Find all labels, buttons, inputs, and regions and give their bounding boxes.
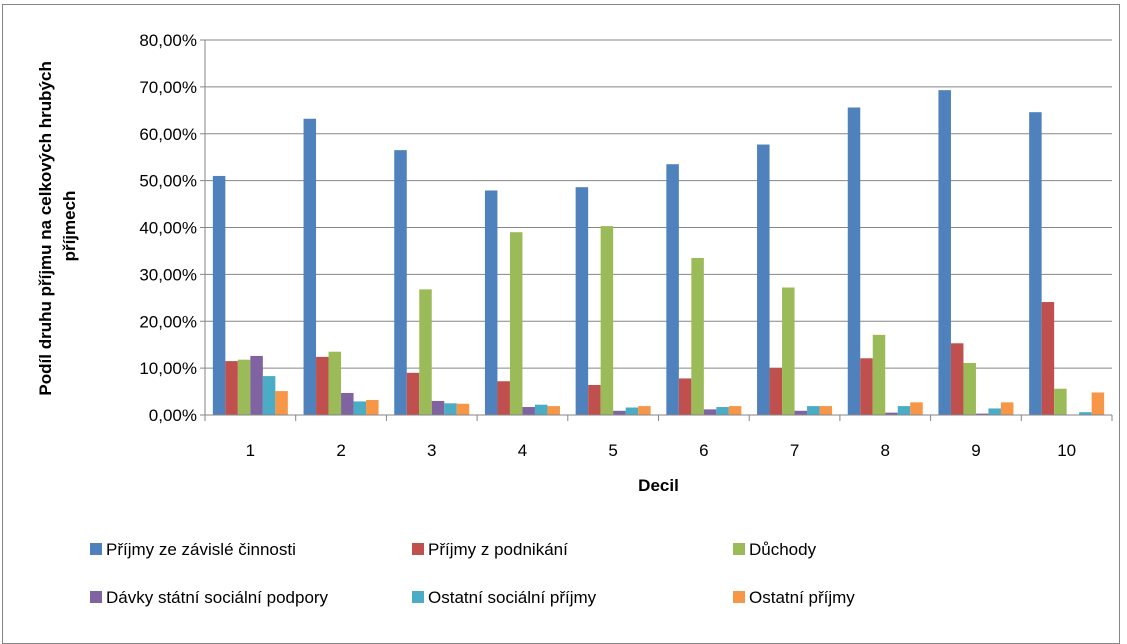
bar <box>522 407 535 415</box>
bar <box>213 176 226 415</box>
bar <box>873 335 886 415</box>
bar <box>457 404 470 415</box>
x-tick-label: 4 <box>518 441 527 460</box>
x-tick-label: 2 <box>336 441 345 460</box>
bar <box>716 407 729 415</box>
bar <box>485 190 498 415</box>
y-tick-label: 30,00% <box>139 265 197 284</box>
bar <box>963 363 976 415</box>
bar <box>576 187 589 415</box>
x-tick-label: 8 <box>881 441 890 460</box>
bar <box>938 90 951 415</box>
bar <box>1001 402 1014 415</box>
bar <box>238 360 251 415</box>
bar <box>535 405 548 415</box>
bar <box>729 406 742 415</box>
y-tick-label: 80,00% <box>139 31 197 50</box>
legend-label: Ostatní sociální příjmy <box>428 588 597 607</box>
bar <box>366 400 379 415</box>
legend-swatch <box>412 543 424 555</box>
bar <box>820 406 833 415</box>
bar <box>304 119 317 415</box>
bar <box>275 391 288 415</box>
bar <box>1042 302 1055 415</box>
bar <box>510 232 523 415</box>
x-tick-label: 7 <box>790 441 799 460</box>
bar <box>704 409 717 415</box>
x-tick-label: 10 <box>1057 441 1076 460</box>
bar <box>613 411 626 415</box>
x-tick-label: 1 <box>246 441 255 460</box>
legend-swatch <box>90 543 102 555</box>
bar <box>757 145 770 415</box>
legend-label: Příjmy ze závislé činnosti <box>106 540 296 559</box>
y-axis-title-line-1: Podíl druhu příjmu na celkových hrubých <box>36 61 55 395</box>
y-tick-labels: 0,00% 10,00% 20,00% 30,00% 40,00% 50,00% 60,00… <box>139 31 197 425</box>
bar <box>898 406 911 415</box>
bar <box>860 358 873 415</box>
bar <box>432 401 445 415</box>
bar <box>250 356 263 415</box>
bar <box>1029 112 1042 415</box>
bar <box>547 406 560 415</box>
x-tick-label: 9 <box>971 441 980 460</box>
y-tick-label: 50,00% <box>139 172 197 191</box>
bar-chart: 0,00% 10,00% 20,00% 30,00% 40,00% 50,00% 60,00… <box>0 0 1127 628</box>
legend: Příjmy ze závislé činnosti Příjmy z podni… <box>90 540 855 607</box>
legend-label: Příjmy z podnikání <box>428 540 568 559</box>
y-tick-label: 60,00% <box>139 125 197 144</box>
bar <box>795 411 808 415</box>
bar <box>316 357 329 415</box>
legend-swatch <box>412 591 424 603</box>
bar <box>1054 389 1067 415</box>
bar <box>807 406 820 415</box>
bar <box>329 352 342 415</box>
y-tick-label: 20,00% <box>139 312 197 331</box>
bar <box>601 226 614 415</box>
bar <box>666 164 679 415</box>
y-axis-title-line-2: příjmech <box>60 191 79 262</box>
bar <box>638 406 651 415</box>
bar <box>354 401 367 415</box>
chart-frame: 0,00% 10,00% 20,00% 30,00% 40,00% 50,00% 60,00… <box>0 0 1127 628</box>
bar <box>910 402 923 415</box>
bar <box>626 408 639 416</box>
legend-label: Dávky státní sociální podpory <box>106 588 329 607</box>
legend-label: Ostatní příjmy <box>749 588 855 607</box>
bar <box>225 361 238 415</box>
bars <box>213 90 1104 415</box>
bar <box>394 150 407 415</box>
bar <box>691 258 704 415</box>
bar <box>988 408 1001 415</box>
bar <box>848 108 861 416</box>
y-axis-title: Podíl druhu příjmu na celkových hrubých … <box>36 56 79 395</box>
bar <box>770 368 783 415</box>
bar <box>782 288 795 416</box>
bar <box>951 343 964 415</box>
bar <box>588 385 601 415</box>
y-tick-label: 10,00% <box>139 359 197 378</box>
bar <box>419 289 432 415</box>
y-tick-label: 70,00% <box>139 78 197 97</box>
bar <box>679 378 692 415</box>
bar <box>341 393 354 415</box>
y-tick-label: 40,00% <box>139 219 197 238</box>
legend-swatch <box>90 591 102 603</box>
bar <box>1092 393 1105 416</box>
legend-swatch <box>733 591 745 603</box>
legend-label: Důchody <box>749 540 817 559</box>
x-tick-labels: 1 2 3 4 5 6 7 8 9 10 <box>246 441 1076 460</box>
x-tick-label: 5 <box>608 441 617 460</box>
bar <box>263 376 276 415</box>
bar <box>444 403 457 415</box>
x-axis-title: Decil <box>638 476 679 495</box>
x-tick-label: 6 <box>699 441 708 460</box>
y-tick-label: 0,00% <box>149 406 197 425</box>
bar <box>407 373 420 415</box>
legend-swatch <box>733 543 745 555</box>
x-tick-label: 3 <box>427 441 436 460</box>
bar <box>497 381 510 415</box>
